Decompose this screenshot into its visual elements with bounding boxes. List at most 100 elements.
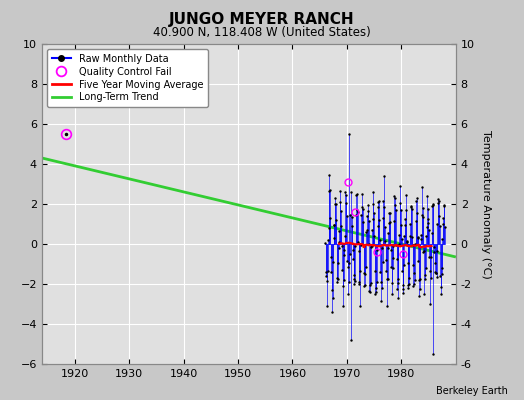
Point [386, 210, 394, 217]
Point [396, 183, 405, 189]
Point [326, 254, 335, 260]
Point [352, 212, 360, 218]
Point [344, 260, 353, 266]
Point [372, 284, 380, 291]
Point [411, 218, 420, 224]
Point [332, 217, 341, 224]
Point [384, 229, 392, 236]
Point [342, 200, 350, 206]
Point [438, 270, 446, 277]
Point [366, 282, 374, 288]
Point [433, 220, 442, 227]
Point [374, 204, 382, 210]
Point [405, 281, 413, 288]
Point [434, 200, 442, 206]
Point [440, 202, 449, 208]
Point [357, 204, 366, 210]
Point [389, 243, 398, 249]
Point [404, 282, 412, 288]
Point [406, 233, 414, 239]
Text: Berkeley Earth: Berkeley Earth [436, 386, 508, 396]
Point [438, 236, 446, 242]
Point [347, 214, 356, 220]
Point [340, 277, 348, 283]
Point [355, 281, 364, 288]
Point [412, 210, 421, 217]
Point [343, 212, 351, 219]
Point [419, 214, 427, 220]
Point [403, 260, 412, 266]
Point [436, 273, 444, 280]
Point [377, 285, 386, 291]
Point [429, 201, 437, 208]
Point [372, 289, 380, 296]
Point [377, 298, 386, 305]
Point [328, 309, 336, 315]
Point [388, 264, 397, 271]
Point [345, 279, 353, 285]
Point [380, 224, 389, 230]
Point [428, 203, 436, 209]
Point [333, 276, 342, 282]
Point [385, 220, 393, 226]
Point [427, 254, 435, 260]
Point [373, 247, 381, 254]
Point [336, 198, 345, 205]
Point [410, 281, 419, 288]
Point [338, 267, 346, 274]
Point [395, 241, 403, 248]
Point [337, 223, 345, 229]
Point [381, 257, 390, 263]
Point [421, 272, 429, 278]
Point [363, 226, 372, 233]
Point [390, 218, 398, 224]
Point [391, 206, 400, 213]
Point [403, 238, 411, 244]
Point [431, 270, 440, 276]
Point [370, 267, 379, 274]
Point [431, 268, 439, 275]
Point [335, 239, 343, 246]
Point [326, 215, 334, 222]
Point [394, 294, 402, 301]
Point [380, 204, 389, 210]
Point [373, 279, 381, 285]
Point [333, 275, 341, 281]
Point [339, 303, 347, 309]
Point [361, 271, 369, 277]
Point [340, 251, 348, 258]
Point [330, 235, 338, 242]
Point [402, 192, 410, 198]
Point [370, 232, 379, 239]
Point [418, 205, 427, 211]
Point [406, 220, 414, 227]
Point [334, 245, 343, 252]
Point [413, 195, 421, 201]
Point [390, 195, 399, 202]
Point [398, 267, 406, 274]
Point [337, 243, 346, 249]
Point [329, 295, 337, 302]
Point [371, 291, 379, 297]
Point [383, 303, 391, 309]
Point [341, 189, 350, 195]
Point [439, 221, 447, 228]
Point [375, 217, 384, 223]
Point [370, 210, 378, 216]
Point [361, 282, 369, 288]
Point [385, 210, 394, 216]
Point [324, 225, 333, 231]
Point [381, 238, 389, 244]
Point [412, 198, 420, 204]
Point [332, 201, 340, 208]
Point [369, 216, 378, 222]
Point [416, 275, 424, 282]
Point [346, 212, 355, 218]
Point [414, 276, 423, 283]
Point [364, 208, 372, 214]
Point [343, 258, 352, 265]
Point [376, 237, 384, 243]
Point [346, 251, 354, 258]
Point [425, 254, 433, 260]
Point [368, 201, 377, 208]
